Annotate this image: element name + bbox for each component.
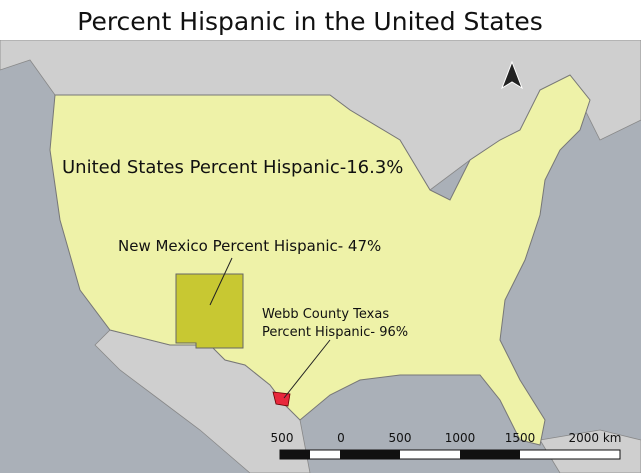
new-mexico: [175, 273, 244, 349]
scale-label: 500: [389, 431, 412, 445]
scale-label: 500: [271, 431, 294, 445]
scale-label: 1000: [445, 431, 476, 445]
united-states: [49, 74, 591, 446]
webb-label: Percent Hispanic- 96%: [262, 325, 408, 340]
leader-line: [209, 257, 233, 306]
nm-label: New Mexico Percent Hispanic- 47%: [118, 237, 381, 255]
leader-line: [283, 339, 331, 399]
scale-segment: [460, 450, 520, 459]
map-title: Percent Hispanic in the United States: [77, 7, 542, 36]
scale-label: 2000 km: [569, 431, 622, 445]
us-label: United States Percent Hispanic-16.3%: [62, 157, 403, 178]
scale-segment: [340, 450, 400, 459]
scale-label: 0: [337, 431, 345, 445]
title-band: [0, 0, 641, 40]
north-arrow: [501, 60, 523, 90]
scale-segment: [280, 450, 310, 459]
scale-bar: [279, 449, 621, 460]
scale-label: 1500: [505, 431, 536, 445]
webb-label: Webb County Texas: [262, 307, 389, 322]
scale-frame: [279, 449, 621, 460]
